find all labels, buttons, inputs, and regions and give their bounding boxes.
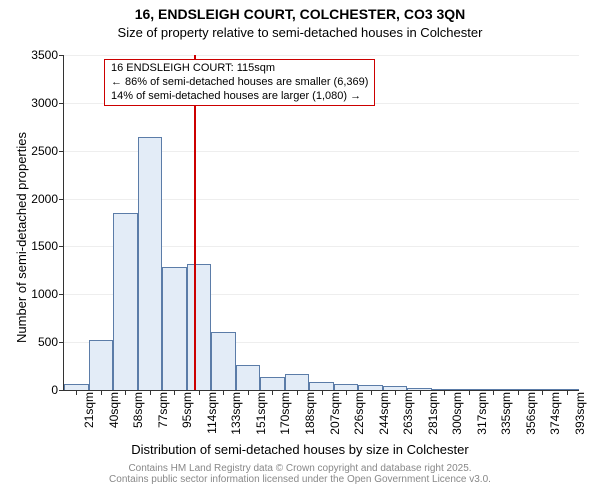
xtick-mark bbox=[469, 390, 470, 395]
footer-line-2: Contains public sector information licen… bbox=[0, 474, 600, 485]
xtick-mark bbox=[518, 390, 519, 395]
xtick-label: 21sqm bbox=[82, 392, 96, 440]
xtick-label: 207sqm bbox=[328, 392, 342, 440]
ytick-label: 2500 bbox=[31, 144, 64, 158]
xtick-mark bbox=[297, 390, 298, 395]
ytick-label: 2000 bbox=[31, 192, 64, 206]
y-axis-label: Number of semi-detached properties bbox=[14, 132, 29, 343]
xtick-mark bbox=[444, 390, 445, 395]
xtick-label: 263sqm bbox=[401, 392, 415, 440]
xtick-label: 374sqm bbox=[548, 392, 562, 440]
xtick-mark bbox=[395, 390, 396, 395]
xtick-label: 188sqm bbox=[303, 392, 317, 440]
xtick-label: 170sqm bbox=[278, 392, 292, 440]
ytick-label: 1000 bbox=[31, 287, 64, 301]
xtick-mark bbox=[567, 390, 568, 395]
grid-line bbox=[64, 55, 579, 56]
xtick-label: 77sqm bbox=[156, 392, 170, 440]
histogram-bar bbox=[138, 137, 163, 390]
chart-container: 16, ENDSLEIGH COURT, COLCHESTER, CO3 3QN… bbox=[0, 0, 600, 500]
histogram-bar bbox=[89, 340, 114, 390]
xtick-mark bbox=[174, 390, 175, 395]
xtick-mark bbox=[125, 390, 126, 395]
histogram-bar bbox=[211, 332, 236, 390]
xtick-label: 114sqm bbox=[205, 392, 219, 440]
ytick-label: 1500 bbox=[31, 239, 64, 253]
xtick-label: 58sqm bbox=[131, 392, 145, 440]
xtick-mark bbox=[150, 390, 151, 395]
xtick-label: 133sqm bbox=[229, 392, 243, 440]
ytick-label: 3500 bbox=[31, 48, 64, 62]
xtick-mark bbox=[420, 390, 421, 395]
xtick-label: 95sqm bbox=[180, 392, 194, 440]
xtick-mark bbox=[76, 390, 77, 395]
histogram-bar bbox=[236, 365, 261, 390]
xtick-mark bbox=[371, 390, 372, 395]
annotation-line-1: 16 ENDSLEIGH COURT: 115sqm bbox=[111, 62, 368, 76]
xtick-label: 151sqm bbox=[254, 392, 268, 440]
histogram-bar bbox=[260, 377, 285, 390]
ytick-label: 0 bbox=[51, 383, 64, 397]
histogram-bar bbox=[187, 264, 212, 390]
xtick-label: 300sqm bbox=[450, 392, 464, 440]
xtick-mark bbox=[248, 390, 249, 395]
xtick-label: 393sqm bbox=[573, 392, 587, 440]
xtick-label: 226sqm bbox=[352, 392, 366, 440]
xtick-mark bbox=[493, 390, 494, 395]
chart-title: 16, ENDSLEIGH COURT, COLCHESTER, CO3 3QN bbox=[0, 6, 600, 22]
annotation-box: 16 ENDSLEIGH COURT: 115sqm ← 86% of semi… bbox=[104, 59, 375, 106]
ytick-label: 500 bbox=[38, 335, 64, 349]
xtick-label: 356sqm bbox=[524, 392, 538, 440]
x-axis-label: Distribution of semi-detached houses by … bbox=[0, 442, 600, 457]
ytick-label: 3000 bbox=[31, 96, 64, 110]
xtick-mark bbox=[272, 390, 273, 395]
xtick-label: 40sqm bbox=[107, 392, 121, 440]
xtick-mark bbox=[346, 390, 347, 395]
histogram-bar bbox=[285, 374, 310, 390]
histogram-bar bbox=[162, 267, 187, 390]
annotation-line-2: ← 86% of semi-detached houses are smalle… bbox=[111, 76, 368, 90]
xtick-mark bbox=[542, 390, 543, 395]
chart-subtitle: Size of property relative to semi-detach… bbox=[0, 25, 600, 40]
histogram-bar bbox=[309, 382, 334, 390]
xtick-mark bbox=[199, 390, 200, 395]
plot-area: 050010001500200025003000350021sqm40sqm58… bbox=[63, 55, 579, 391]
xtick-label: 281sqm bbox=[426, 392, 440, 440]
annotation-line-3: 14% of semi-detached houses are larger (… bbox=[111, 90, 368, 104]
histogram-bar bbox=[113, 213, 138, 390]
xtick-mark bbox=[101, 390, 102, 395]
xtick-mark bbox=[322, 390, 323, 395]
xtick-label: 244sqm bbox=[377, 392, 391, 440]
chart-footer: Contains HM Land Registry data © Crown c… bbox=[0, 463, 600, 485]
xtick-label: 335sqm bbox=[499, 392, 513, 440]
xtick-mark bbox=[223, 390, 224, 395]
xtick-label: 317sqm bbox=[475, 392, 489, 440]
footer-line-1: Contains HM Land Registry data © Crown c… bbox=[0, 463, 600, 474]
